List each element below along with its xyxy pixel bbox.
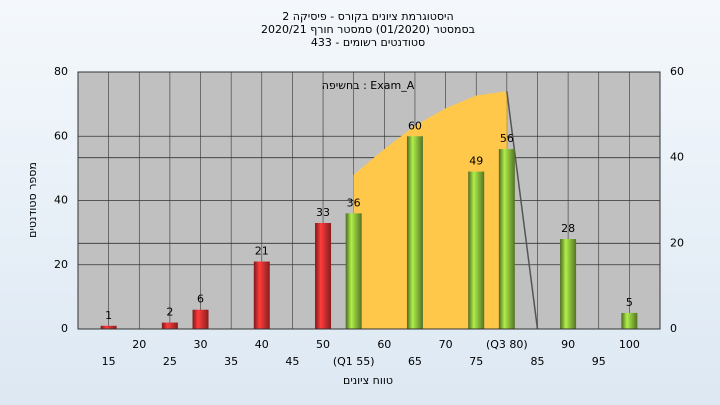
x-tick-label: 90: [561, 338, 575, 351]
x-tick-label: 35: [224, 355, 238, 368]
x-tick-label: (Q1 55): [333, 355, 375, 368]
chart-title: בסמסטר (01/2020) סמסטר חורף 2020/21: [261, 23, 475, 36]
bar: [253, 261, 270, 329]
x-tick-label: 30: [194, 338, 208, 351]
bar: [498, 149, 515, 329]
y2-tick-label: 0: [670, 322, 677, 335]
annotation: בחשיפה : Exam_A: [322, 79, 415, 92]
value-label: 1: [105, 309, 112, 322]
x-tick-label: 65: [408, 355, 422, 368]
x-tick-label: 45: [285, 355, 299, 368]
value-label: 36: [347, 196, 361, 209]
bar: [560, 239, 577, 329]
y-tick-label: 40: [54, 194, 68, 207]
value-label: 49: [469, 155, 483, 168]
x-tick-label: 85: [530, 355, 544, 368]
bar: [100, 325, 117, 329]
x-tick-label: 40: [255, 338, 269, 351]
bar: [192, 309, 209, 329]
x-tick-label: 75: [469, 355, 483, 368]
x-tick-label: 95: [592, 355, 606, 368]
y-tick-label: 20: [54, 258, 68, 271]
value-label: 5: [626, 296, 633, 309]
bar: [345, 213, 362, 329]
plot-border: [77, 71, 661, 330]
y-tick-label: 80: [54, 65, 68, 78]
y2-tick-label: 60: [670, 65, 684, 78]
value-label: 6: [197, 293, 204, 306]
bar: [621, 312, 638, 329]
value-label: 28: [561, 222, 575, 235]
y2-tick-label: 20: [670, 236, 684, 249]
chart-title: 433 - סטודנטים רשומים: [311, 36, 425, 49]
bar: [468, 171, 485, 329]
value-label: 33: [316, 206, 330, 219]
y-axis-label: מספר סטודנטים: [26, 162, 39, 238]
line: [506, 91, 539, 330]
bar: [161, 322, 178, 329]
x-axis-label: טווח ציונים: [343, 374, 393, 387]
x-tick-label: 70: [439, 338, 453, 351]
y-tick-label: 0: [61, 322, 68, 335]
x-tick-label: 25: [163, 355, 177, 368]
x-tick-label: 20: [132, 338, 146, 351]
chart-title: היסטוגרמת ציונים בקורס - פיסיקה 2: [282, 10, 453, 23]
bar: [315, 222, 332, 329]
bar: [406, 136, 423, 329]
x-tick-label: (Q3 80): [486, 338, 528, 351]
y-tick-label: 60: [54, 129, 68, 142]
value-label: 21: [255, 245, 269, 258]
value-label: 56: [500, 132, 514, 145]
value-label: 60: [408, 119, 422, 132]
x-tick-label: 15: [102, 355, 116, 368]
x-tick-label: 100: [619, 338, 640, 351]
value-label: 2: [166, 306, 173, 319]
x-tick-label: 60: [377, 338, 391, 351]
x-tick-label: 50: [316, 338, 330, 351]
y2-tick-label: 40: [670, 151, 684, 164]
